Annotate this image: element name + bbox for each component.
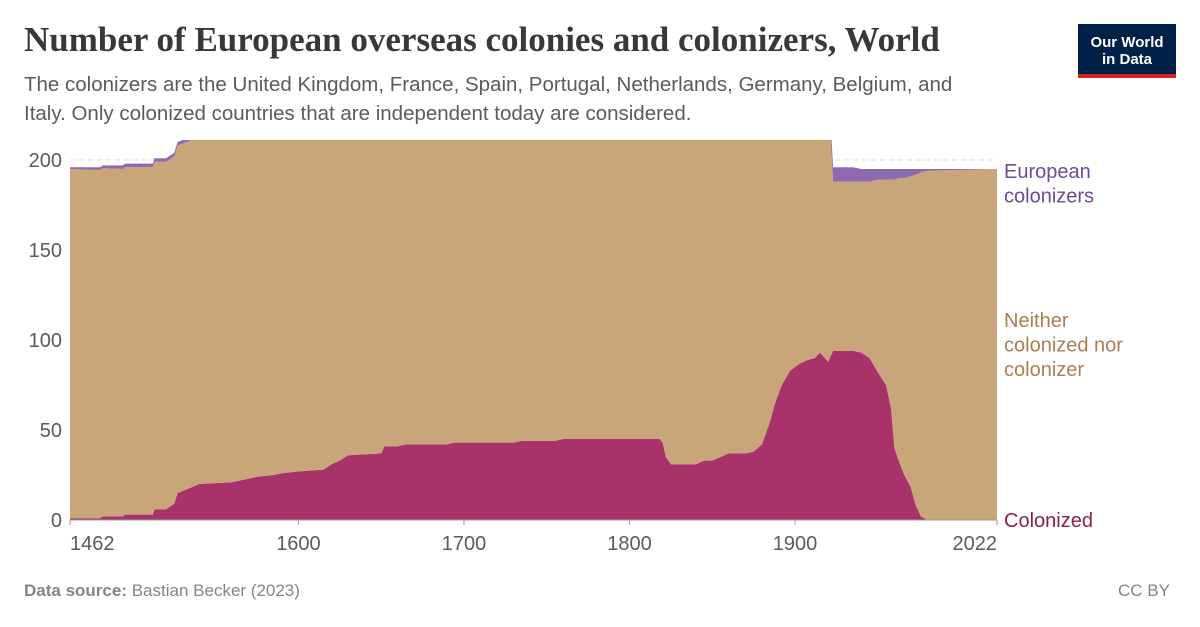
logo-line-1: Our World <box>1090 34 1164 51</box>
data-source: Data source: Bastian Becker (2023) <box>24 581 300 601</box>
area-colonized <box>70 350 997 520</box>
license-label[interactable]: CC BY <box>1118 581 1170 600</box>
logo-line-2: in Data <box>1101 51 1152 68</box>
y-tick-label-100: 100 <box>29 330 62 352</box>
x-tick-label-2022: 2022 <box>953 533 998 555</box>
x-tick-label-1462: 1462 <box>70 533 115 555</box>
area-neither-colonized-nor-colonizer <box>70 140 997 520</box>
area-european-colonizers <box>70 140 997 182</box>
x-tick-label-1800: 1800 <box>607 533 652 555</box>
series-label-line: European <box>1004 161 1091 183</box>
stacked-area-chart: 0 50 100 150 200 1462 1600 1700 1800 1900 2022 Euro… <box>29 140 1123 555</box>
chart-subtitle: The colonizers are the United Kingdom, F… <box>24 73 953 125</box>
data-source-value[interactable]: Bastian Becker (2023) <box>131 581 300 600</box>
y-tick-label-150: 150 <box>29 240 62 262</box>
x-tick-label-1600: 1600 <box>276 533 321 555</box>
series-label-european-colonizers: European colonizers <box>1004 161 1094 208</box>
y-tick-label-200: 200 <box>29 150 62 172</box>
x-tick-label-1900: 1900 <box>773 533 818 555</box>
series-label-line: colonizers <box>1004 186 1094 208</box>
y-tick-label-0: 0 <box>51 510 62 532</box>
series-label-line: colonized nor <box>1004 335 1123 357</box>
x-tick-label-1700: 1700 <box>442 533 487 555</box>
series-label-line: colonizer <box>1004 359 1084 381</box>
chart-title: Number of European overseas colonies and… <box>24 20 940 59</box>
series-label-line: Neither <box>1004 310 1069 332</box>
y-tick-label-50: 50 <box>40 420 62 442</box>
owid-logo[interactable]: Our World in Data <box>1078 24 1176 78</box>
series-label-line: Colonized <box>1004 510 1093 532</box>
series-label-colonized: Colonized <box>1004 510 1093 532</box>
data-source-label: Data source: <box>24 581 127 600</box>
